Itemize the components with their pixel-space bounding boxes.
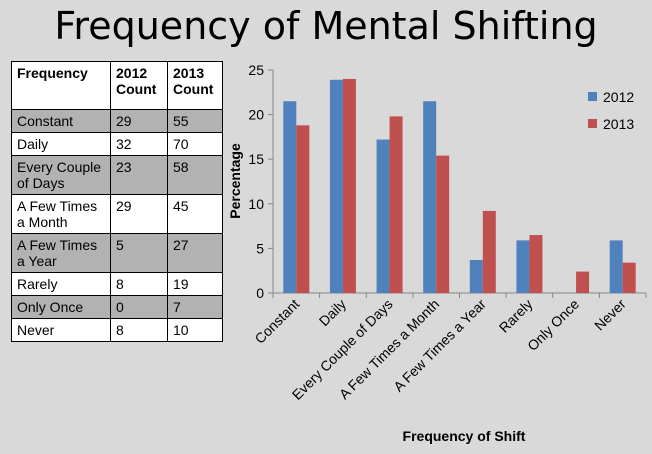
bar-2012 — [469, 259, 483, 293]
row-frequency: Rarely — [11, 272, 111, 296]
table-row: A Few Times a Month 29 45 — [11, 194, 223, 234]
row-2012-count: 23 — [110, 155, 168, 195]
x-tick-label: Daily — [316, 296, 349, 329]
table-row: Never 8 10 — [11, 318, 223, 342]
bar-2012 — [516, 240, 530, 293]
y-tick-label: 20 — [248, 107, 264, 123]
row-2012-count: 32 — [110, 132, 168, 156]
frequency-table: Frequency 2012 Count 2013 Count Constant… — [11, 61, 223, 342]
table-row: Daily 32 70 — [11, 132, 223, 156]
bar-2013 — [529, 235, 543, 293]
row-2013-count: 19 — [167, 272, 223, 296]
header-frequency: Frequency — [11, 61, 111, 110]
legend-swatch-2013 — [588, 119, 597, 128]
header-2013-count: 2013 Count — [167, 61, 223, 110]
x-tick-label: Never — [591, 296, 629, 334]
bar-2013 — [482, 210, 496, 293]
y-tick-label: 25 — [248, 62, 264, 78]
row-2013-count: 7 — [167, 295, 223, 319]
y-tick-label: 0 — [256, 285, 264, 301]
row-2013-count: 55 — [167, 109, 223, 133]
table-row: A Few Times a Year 5 27 — [11, 233, 223, 273]
table-header-row: Frequency 2012 Count 2013 Count — [11, 61, 223, 110]
row-2013-count: 70 — [167, 132, 223, 156]
row-frequency: Only Once — [11, 295, 111, 319]
header-2012-count: 2012 Count — [110, 61, 168, 110]
row-2013-count: 58 — [167, 155, 223, 195]
bar-2012 — [283, 101, 297, 293]
bar-2013 — [436, 155, 450, 293]
row-frequency: A Few Times a Month — [11, 194, 111, 234]
row-frequency: Constant — [11, 109, 111, 133]
bar-2012 — [376, 139, 390, 293]
row-2012-count: 29 — [110, 109, 168, 133]
bar-2013 — [296, 125, 310, 293]
x-axis-title: Frequency of Shift — [403, 428, 526, 444]
row-2012-count: 8 — [110, 318, 168, 342]
x-tick-label: A Few Times a Year — [390, 296, 489, 395]
bar-2013 — [342, 78, 356, 293]
x-tick-label: Rarely — [496, 296, 536, 336]
y-tick-label: 5 — [256, 240, 264, 256]
x-tick-label: Constant — [251, 296, 302, 347]
bar-2013 — [576, 271, 590, 293]
row-2013-count: 10 — [167, 318, 223, 342]
legend-label-2012: 2012 — [603, 89, 634, 105]
y-axis-title: Percentage — [227, 143, 243, 219]
slide-title: Frequency of Mental Shifting — [54, 4, 598, 48]
table-row: Every Couple of Days 23 58 — [11, 155, 223, 195]
bar-2012 — [423, 101, 437, 293]
legend-swatch-2012 — [588, 92, 597, 101]
row-frequency: A Few Times a Year — [11, 233, 111, 273]
bar-2012 — [609, 240, 623, 293]
table-row: Only Once 0 7 — [11, 295, 223, 319]
x-tick-label: Only Once — [524, 296, 582, 354]
row-2013-count: 27 — [167, 233, 223, 273]
table-row: Rarely 8 19 — [11, 272, 223, 296]
bar-2013 — [622, 262, 636, 293]
y-tick-label: 15 — [248, 151, 264, 167]
table-row: Constant 29 55 — [11, 109, 223, 133]
y-tick-label: 10 — [248, 196, 264, 212]
row-frequency: Every Couple of Days — [11, 155, 111, 195]
row-frequency: Daily — [11, 132, 111, 156]
row-frequency: Never — [11, 318, 111, 342]
legend-label-2013: 2013 — [603, 116, 634, 132]
bar-2013 — [389, 116, 403, 293]
row-2012-count: 5 — [110, 233, 168, 273]
bar-2012 — [329, 79, 343, 293]
